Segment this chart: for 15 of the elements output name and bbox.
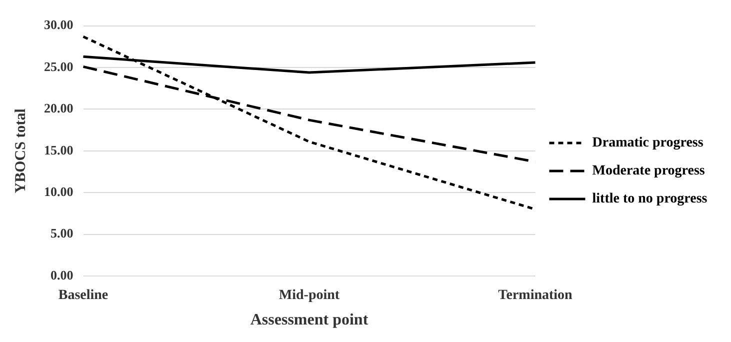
y-tick-label: 20.00 [44, 100, 74, 116]
y-axis-title: YBOCS total [12, 108, 29, 194]
y-tick-label: 0.00 [50, 267, 74, 282]
x-tick-label: Baseline [58, 288, 108, 304]
y-tick-label: 25.00 [44, 58, 74, 74]
legend-label: Moderate progress [592, 164, 706, 179]
y-tick-label: 15.00 [44, 142, 74, 158]
legend-label: little to no progress [592, 192, 708, 207]
y-tick-label: 5.00 [50, 226, 74, 241]
x-axis-title: Assessment point [250, 312, 369, 329]
x-tick-label: Termination [498, 288, 573, 304]
legend-label: Dramatic progress [592, 136, 704, 151]
y-tick-label: 30.00 [44, 17, 74, 32]
y-tick-label: 10.00 [44, 184, 74, 199]
x-tick-label: Mid-point [278, 288, 340, 304]
